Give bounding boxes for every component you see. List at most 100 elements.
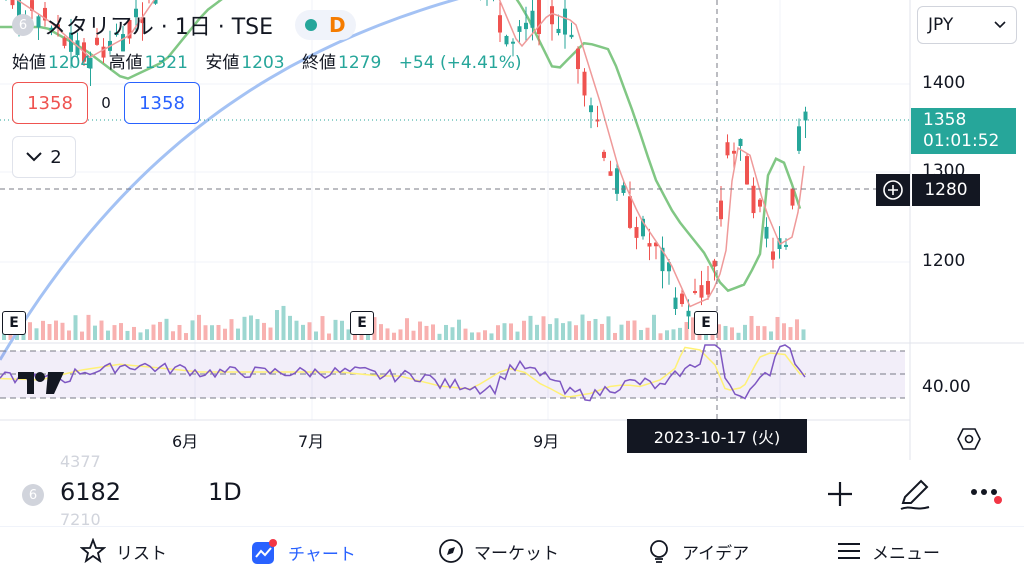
- volume-bar: [554, 318, 559, 340]
- volume-bar: [93, 325, 97, 340]
- volume-bar: [762, 326, 767, 340]
- tab-label: チャート: [288, 544, 356, 565]
- tab-ideas[interactable]: アイデア: [646, 538, 749, 564]
- candle-body: [95, 37, 99, 45]
- more-options-button[interactable]: [966, 474, 1006, 514]
- candle-body: [582, 71, 587, 96]
- volume-bar: [60, 322, 65, 340]
- candle-body: [732, 150, 736, 154]
- candle-body: [140, 17, 145, 24]
- candle-body: [88, 57, 93, 69]
- volume-bar: [431, 324, 435, 340]
- more-dots-icon: [971, 489, 1002, 504]
- volume-bar: [509, 323, 513, 340]
- add-alert-button[interactable]: [876, 174, 910, 206]
- menu-icon: [838, 543, 860, 559]
- sell-button[interactable]: 1358: [12, 82, 88, 124]
- candle-body: [10, 0, 15, 6]
- volume-bar: [249, 315, 253, 340]
- last-price-value: 1358: [923, 110, 967, 130]
- volume-bar: [723, 325, 728, 340]
- currency-select[interactable]: JPY: [917, 6, 1017, 44]
- volume-bar: [216, 324, 221, 340]
- symbol-logo-icon: 6: [22, 484, 44, 506]
- candle-body: [712, 260, 717, 267]
- tab-list[interactable]: リスト: [80, 538, 167, 564]
- earnings-badge[interactable]: E: [2, 311, 26, 335]
- chevron-down-icon: [994, 21, 1006, 29]
- volume-bar: [450, 327, 455, 340]
- tradingview-logo[interactable]: [18, 370, 66, 400]
- volume-bar: [158, 321, 162, 340]
- candle-body: [654, 242, 658, 247]
- interval-button[interactable]: 1D: [208, 478, 242, 506]
- drawing-tools-button[interactable]: [894, 474, 934, 514]
- volume-bar: [164, 318, 169, 340]
- chart-area[interactable]: [0, 0, 1024, 460]
- volume-bar: [41, 320, 45, 340]
- time-tick-jul: 7月: [298, 432, 325, 451]
- earnings-badge[interactable]: E: [350, 311, 374, 335]
- volume-bar: [236, 328, 240, 340]
- volume-bar: [223, 328, 227, 340]
- tab-market[interactable]: マーケット: [438, 538, 559, 564]
- chart-icon: [252, 539, 277, 564]
- candle-body: [537, 0, 541, 34]
- volume-bar: [769, 331, 773, 340]
- volume-bar: [268, 327, 273, 340]
- volume-bar: [437, 333, 442, 340]
- volume-bar: [67, 330, 71, 340]
- candle-body: [673, 297, 678, 309]
- earnings-badge[interactable]: E: [694, 311, 718, 335]
- candle-body: [153, 0, 158, 4]
- data-status-badge: D: [329, 13, 346, 37]
- symbol-title[interactable]: メタリアル · 1日 · TSE: [44, 15, 274, 40]
- ohlc-change: +54 (+4.41%): [398, 53, 522, 73]
- volume-bar: [34, 328, 39, 340]
- candle-body: [706, 280, 710, 295]
- volume-bar: [639, 329, 643, 340]
- star-icon: [80, 538, 106, 564]
- candle-body: [803, 111, 808, 121]
- ohlc-value-close: 1279: [338, 53, 382, 73]
- volume-bar: [353, 330, 357, 340]
- add-indicator-button[interactable]: [820, 474, 860, 514]
- ghost-price-below: 7210: [60, 510, 101, 529]
- volume-bar: [489, 333, 494, 340]
- volume-bar: [255, 319, 260, 340]
- volume-bar: [691, 317, 695, 340]
- symbol-price[interactable]: 6182: [60, 478, 122, 506]
- volume-bar: [717, 324, 721, 340]
- tab-menu[interactable]: メニュー: [836, 538, 940, 564]
- volume-bar: [314, 331, 318, 340]
- indicators-toggle-button[interactable]: 2: [12, 136, 76, 178]
- volume-bar: [73, 315, 78, 340]
- spread-value: 0: [101, 94, 111, 112]
- volume-bar: [496, 325, 500, 340]
- chart-settings-button[interactable]: [957, 428, 981, 454]
- volume-bar: [801, 329, 806, 340]
- tradingview-logo-icon: [18, 372, 64, 394]
- volume-bar: [515, 331, 520, 340]
- volume-bar: [678, 327, 682, 340]
- volume-bar: [483, 330, 487, 340]
- candle-body: [660, 247, 665, 272]
- volume-bar: [541, 316, 546, 340]
- volume-bar: [580, 314, 585, 340]
- candle-body: [17, 0, 21, 20]
- candle-body: [56, 24, 60, 28]
- candle-body: [790, 188, 795, 206]
- candle-body: [764, 226, 769, 239]
- volume-bar: [593, 318, 598, 340]
- ma-short-line: [16, 0, 805, 308]
- crosshair-price-label: 1280: [912, 174, 980, 206]
- candle-body: [530, 10, 535, 28]
- volume-bar: [28, 322, 32, 340]
- volume-bar: [795, 319, 799, 340]
- chart-canvas[interactable]: [0, 0, 1024, 460]
- buy-button[interactable]: 1358: [124, 82, 200, 124]
- tab-chart[interactable]: チャート: [250, 538, 356, 566]
- ohlc-value-open: 1204: [48, 53, 92, 73]
- candle-body: [43, 7, 47, 21]
- market-status-pill[interactable]: D: [295, 10, 356, 40]
